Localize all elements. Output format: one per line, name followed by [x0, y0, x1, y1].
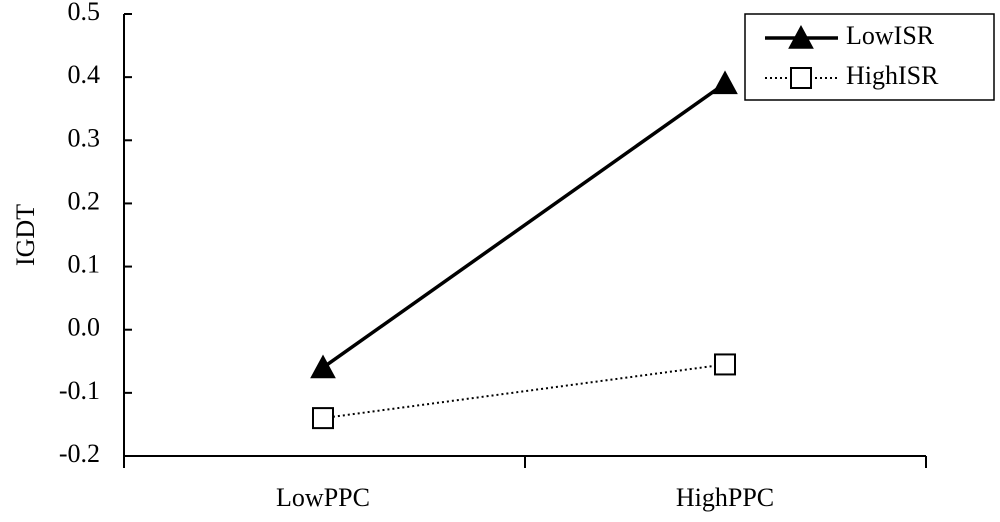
series-HighISR [312, 353, 736, 430]
legend-entry: LowISR [765, 21, 935, 50]
series-LowISR [310, 70, 738, 379]
y-tick-label: 0.4 [68, 60, 101, 89]
y-tick-label: -0.1 [59, 376, 100, 405]
data-point-triangle [712, 70, 738, 95]
y-tick-label: 0.2 [68, 186, 101, 215]
x-ticks: LowPPC HighPPC [123, 456, 927, 512]
y-tick-label: 0.3 [68, 123, 101, 152]
data-point-triangle [310, 354, 336, 379]
legend-marker-square [790, 67, 812, 89]
data-point-square [714, 353, 736, 376]
data-point-square [312, 407, 334, 430]
series-line [322, 363, 726, 420]
y-tick-label: 0.5 [68, 0, 101, 26]
y-ticks: 0.5 0.4 0.3 0.2 0.1 0.0 -0.1 -0.2 [59, 0, 132, 468]
y-axis-title: IGDT [11, 204, 40, 266]
legend-entry: HighISR [765, 61, 939, 90]
y-tick-label: 0.0 [68, 313, 101, 342]
legend-label: LowISR [846, 21, 935, 50]
series-line [321, 82, 727, 370]
legend-box [744, 13, 995, 101]
legend: LowISR HighISR [744, 13, 995, 101]
y-tick-label: -0.2 [59, 439, 100, 468]
y-tick-label: 0.1 [68, 250, 101, 279]
x-tick-label: LowPPC [276, 483, 370, 512]
x-tick-label: HighPPC [676, 483, 774, 512]
series-layer [310, 70, 738, 430]
legend-marker-triangle [788, 24, 814, 49]
legend-label: HighISR [846, 61, 939, 90]
